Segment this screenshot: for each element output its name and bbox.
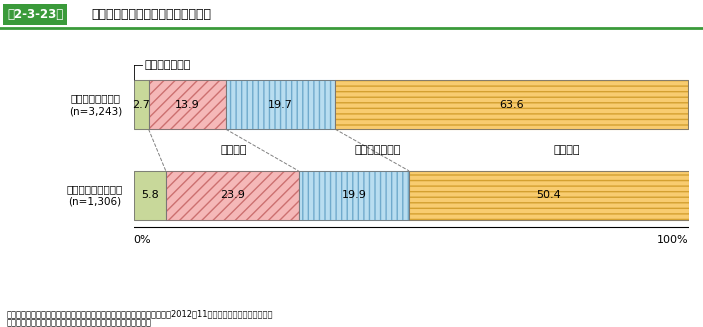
Bar	[299, 171, 409, 220]
Text: 関心なし: 関心なし	[553, 145, 580, 155]
Bar	[134, 171, 166, 220]
Text: 19.9: 19.9	[342, 190, 366, 200]
Text: 50.4: 50.4	[536, 190, 562, 200]
Text: 63.6: 63.6	[499, 100, 524, 110]
Text: 後継者がいる企業
(n=3,243): 後継者がいる企業 (n=3,243)	[69, 93, 122, 116]
Text: （注）　後継者がいる企業には、後継者候補がいる企業を含む。: （注） 後継者がいる企業には、後継者候補がいる企業を含む。	[7, 319, 152, 327]
Text: あまり関心なし: あまり関心なし	[355, 145, 401, 155]
Text: 23.9: 23.9	[220, 190, 245, 200]
Bar	[148, 80, 226, 129]
Bar	[134, 80, 148, 129]
Text: 第2-3-23図: 第2-3-23図	[7, 8, 63, 21]
Bar	[409, 171, 689, 220]
Text: 0%: 0%	[134, 235, 151, 245]
Bar	[226, 80, 335, 129]
Bar	[134, 171, 166, 220]
Text: 後継者がいない企業
(n=1,306): 後継者がいない企業 (n=1,306)	[66, 184, 122, 207]
Text: 関心あり: 関心あり	[220, 145, 247, 155]
Text: 大いに関心あり: 大いに関心あり	[145, 60, 191, 70]
Bar	[166, 171, 299, 220]
Bar	[134, 80, 148, 129]
Text: 後継者の有無別の事業売却への関心: 後継者の有無別の事業売却への関心	[91, 8, 212, 21]
Bar	[148, 80, 226, 129]
Text: 100%: 100%	[657, 235, 689, 245]
Text: 2.7: 2.7	[132, 100, 150, 110]
Bar	[335, 80, 688, 129]
Text: 19.7: 19.7	[268, 100, 293, 110]
Text: 5.8: 5.8	[141, 190, 159, 200]
Bar	[409, 171, 689, 220]
Text: 13.9: 13.9	[175, 100, 200, 110]
Text: 資料：中小企業庁委託「中小企業の事業承継に関するアンケート調査」（2012年11月、（株）野村総合研究所）: 資料：中小企業庁委託「中小企業の事業承継に関するアンケート調査」（2012年11…	[7, 309, 273, 318]
Bar	[335, 80, 688, 129]
Bar	[299, 171, 409, 220]
Bar	[166, 171, 299, 220]
Bar	[226, 80, 335, 129]
